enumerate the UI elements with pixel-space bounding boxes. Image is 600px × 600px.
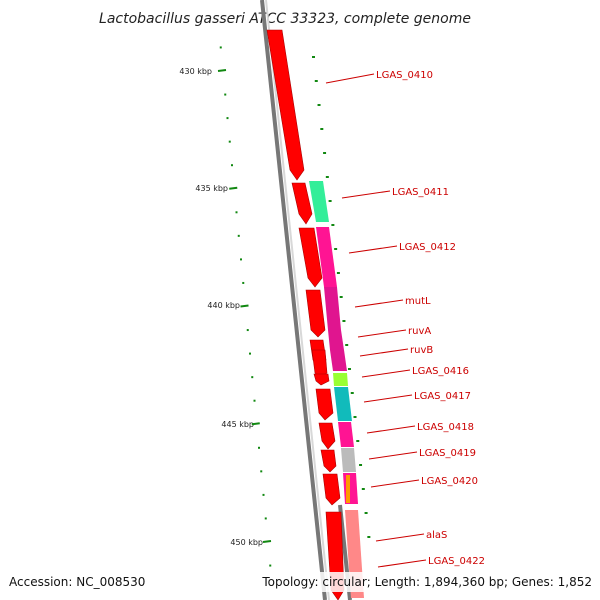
leader-LGAS_0418: [366, 425, 416, 434]
cds-arrow-LGAS_0416: [313, 373, 330, 386]
tick-label-450: 450 kbp: [230, 538, 263, 547]
scale-bar: 430 kbp 435 kbp 440 kbp 445 kbp 450 kbp: [179, 46, 272, 567]
cds-arrow-LGAS_0419: [320, 449, 337, 473]
gene-label-LGAS_0410: LGAS_0410: [376, 70, 433, 81]
tick-label-440: 440 kbp: [207, 301, 240, 310]
feature-block-LGAS_0417: [334, 387, 352, 421]
leader-ruvB: [359, 348, 409, 357]
gene-labels: LGAS_0410 LGAS_0411 LGAS_0412 mutL ruvA …: [325, 70, 485, 568]
leader-LGAS_0412: [348, 245, 398, 254]
gene-label-ruvB: ruvB: [410, 345, 433, 356]
backbone-line-inner: [265, 0, 330, 600]
feature-block-LGAS_0419: [341, 448, 356, 472]
cds-arrow-LGAS_0417: [315, 388, 334, 421]
feature-block-ruvA: [328, 330, 344, 350]
feature-block-ruvB: [330, 350, 347, 371]
cds-arrow-LGAS_0412: [298, 227, 323, 288]
gene-label-alaS: alaS: [426, 530, 447, 541]
cds-arrow-LGAS_0411: [291, 182, 313, 225]
leader-LGAS_0422: [377, 559, 427, 568]
leader-LGAS_0420: [370, 479, 420, 488]
tick-label-445: 445 kbp: [221, 420, 254, 429]
feature-inner-LGAS_0420: [346, 475, 350, 503]
gene-label-LGAS_0422: LGAS_0422: [428, 556, 485, 567]
backbone-line-outer: [260, 0, 327, 600]
feature-block-LGAS_0412: [316, 227, 337, 287]
major-tick-440: [240, 304, 249, 308]
gene-label-LGAS_0418: LGAS_0418: [417, 422, 474, 433]
feature-dashes: [312, 56, 371, 538]
cds-arrow-LGAS_0420: [322, 473, 341, 506]
cds-arrow-LGAS_0410: [266, 29, 305, 181]
tick-label-435: 435 kbp: [195, 184, 228, 193]
leader-LGAS_0416: [361, 369, 411, 378]
leader-alaS: [375, 533, 425, 542]
feature-block-mutL: [324, 287, 341, 330]
major-tick-430: [217, 69, 227, 72]
feature-block-LGAS_0420: [343, 473, 358, 504]
major-tick-435: [229, 186, 238, 190]
footer-backdrop: [258, 572, 600, 592]
major-tick-450: [262, 540, 272, 543]
leader-ruvA: [357, 329, 407, 338]
leader-LGAS_0419: [368, 451, 418, 460]
leader-LGAS_0417: [363, 394, 413, 403]
major-tick-445: [251, 422, 260, 426]
gene-label-LGAS_0412: LGAS_0412: [399, 242, 456, 253]
tick-label-430: 430 kbp: [179, 67, 212, 76]
map-title: Lactobacillus gasseri ATCC 33323, comple…: [99, 11, 471, 27]
gene-label-mutL: mutL: [405, 296, 431, 307]
feature-block-LGAS_0411: [309, 181, 329, 222]
feature-block-LGAS_0418: [338, 422, 354, 447]
gene-label-LGAS_0411: LGAS_0411: [392, 187, 449, 198]
feature-block-LGAS_0416: [333, 373, 348, 386]
gene-label-LGAS_0419: LGAS_0419: [419, 448, 476, 459]
leader-LGAS_0411: [341, 190, 391, 199]
gene-label-ruvA: ruvA: [408, 326, 431, 337]
leader-mutL: [354, 299, 404, 308]
gene-label-LGAS_0417: LGAS_0417: [414, 391, 471, 402]
leader-LGAS_0410: [325, 73, 375, 84]
accession-text: Accession: NC_008530: [9, 575, 145, 589]
cds-arrow-LGAS_0418: [318, 422, 336, 450]
gene-label-LGAS_0416: LGAS_0416: [412, 366, 469, 377]
topology-text: Topology: circular; Length: 1,894,360 bp…: [261, 575, 592, 589]
gene-label-LGAS_0420: LGAS_0420: [421, 476, 478, 487]
cds-arrow-mutL: [305, 289, 326, 338]
